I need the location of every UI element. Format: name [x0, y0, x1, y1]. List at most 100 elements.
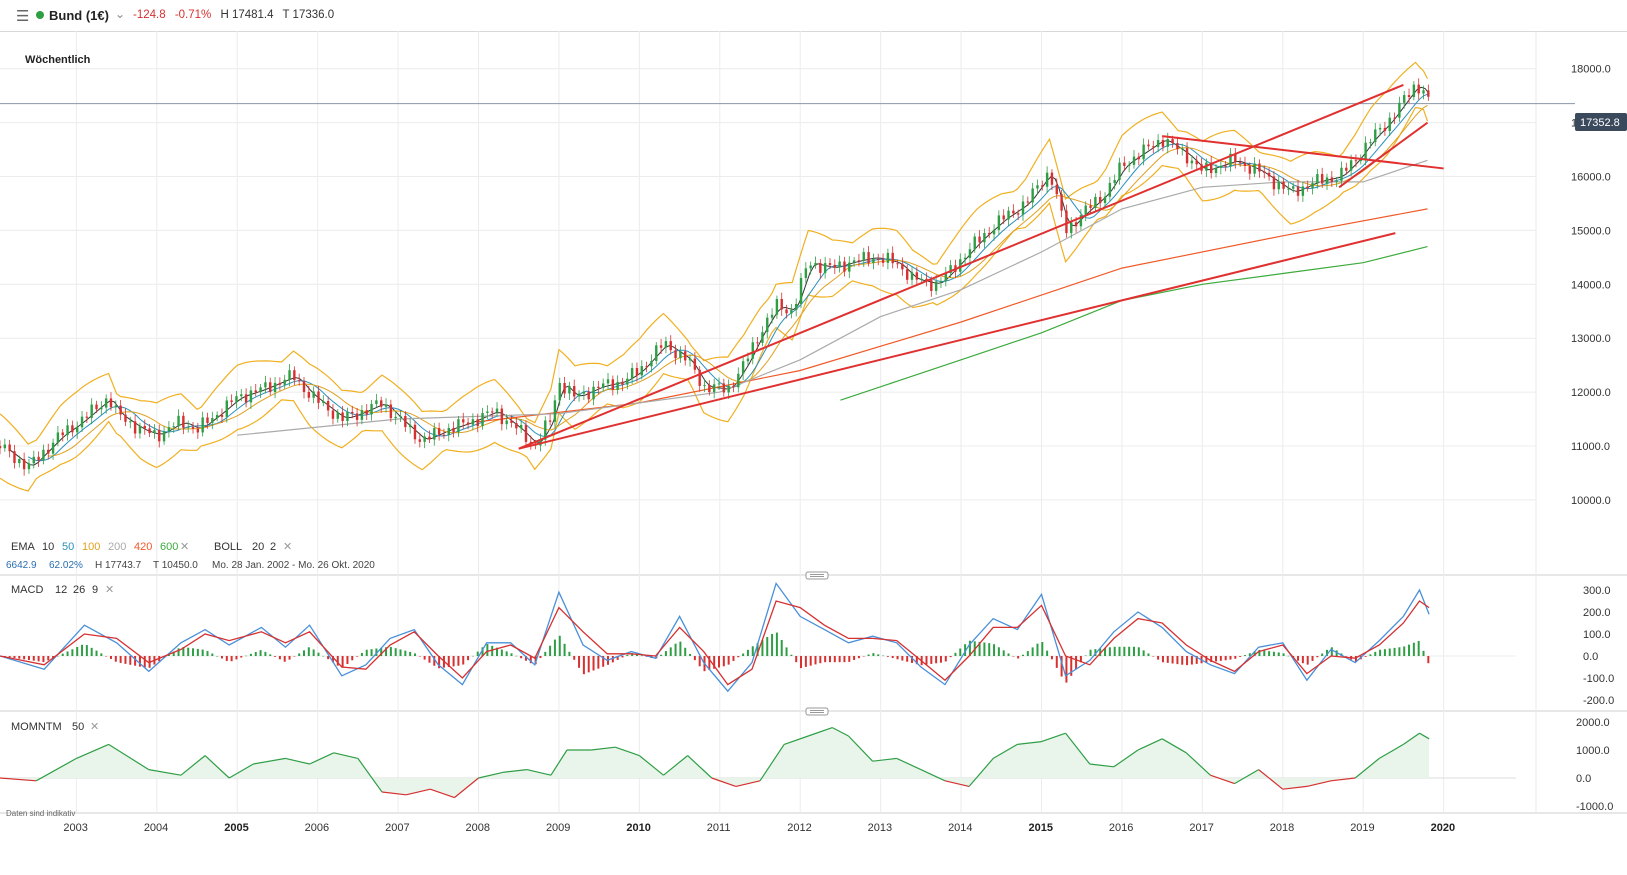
- candle-body[interactable]: [1427, 90, 1430, 97]
- candle-body[interactable]: [1393, 117, 1396, 119]
- candle-body[interactable]: [351, 411, 354, 414]
- candle-body[interactable]: [490, 411, 494, 413]
- candle-body[interactable]: [1171, 139, 1174, 144]
- candle-body[interactable]: [61, 432, 64, 436]
- candle-body[interactable]: [500, 408, 504, 425]
- candle-body[interactable]: [934, 281, 938, 291]
- candle-body[interactable]: [553, 400, 557, 422]
- candle-body[interactable]: [1219, 165, 1223, 168]
- momentum-legend[interactable]: MOMNTM 50 ✕: [11, 721, 99, 733]
- candle-body[interactable]: [47, 449, 50, 454]
- candle-body[interactable]: [220, 414, 224, 417]
- candle-body[interactable]: [114, 405, 118, 408]
- candle-body[interactable]: [737, 373, 740, 388]
- candle-body[interactable]: [915, 272, 919, 280]
- candle-body[interactable]: [1209, 162, 1213, 174]
- candle-body[interactable]: [365, 410, 368, 415]
- candle-body[interactable]: [42, 449, 45, 461]
- candle-body[interactable]: [751, 342, 754, 359]
- candle-body[interactable]: [1041, 185, 1044, 187]
- candle-body[interactable]: [13, 451, 16, 464]
- candle-body[interactable]: [785, 309, 788, 314]
- ema-remove-icon[interactable]: ✕: [180, 541, 189, 553]
- candle-body[interactable]: [225, 400, 228, 417]
- candle-body[interactable]: [544, 420, 547, 440]
- candle-body[interactable]: [1118, 162, 1121, 180]
- candle-body[interactable]: [611, 379, 615, 390]
- candle-body[interactable]: [244, 394, 248, 403]
- candle-body[interactable]: [148, 428, 151, 434]
- ema-boll-legend[interactable]: EMA 10 50 100 200 420 600 ✕ BOLL 20 2 ✕ …: [6, 541, 375, 571]
- candle-body[interactable]: [939, 281, 943, 283]
- candle-body[interactable]: [577, 393, 581, 397]
- candle-body[interactable]: [973, 236, 976, 250]
- candle-body[interactable]: [172, 426, 175, 428]
- candle-body[interactable]: [481, 412, 484, 426]
- candle-body[interactable]: [1132, 156, 1136, 165]
- candle-body[interactable]: [346, 411, 349, 422]
- candle-body[interactable]: [529, 441, 533, 444]
- candle-body[interactable]: [558, 383, 561, 401]
- candle-body[interactable]: [297, 380, 301, 382]
- candle-body[interactable]: [486, 411, 489, 413]
- candle-body[interactable]: [688, 358, 692, 361]
- candle-body[interactable]: [37, 456, 40, 461]
- candle-body[interactable]: [100, 407, 103, 410]
- candle-body[interactable]: [133, 421, 137, 434]
- candle-body[interactable]: [1007, 210, 1010, 220]
- candle-body[interactable]: [71, 425, 74, 433]
- candle-body[interactable]: [186, 426, 190, 428]
- candle-body[interactable]: [910, 272, 914, 280]
- momentum-panel[interactable]: 2000.0 1000.0 0.0 -1000.0: [0, 717, 1613, 813]
- candle-body[interactable]: [399, 416, 402, 418]
- pane-resize-handle-macd[interactable]: [805, 571, 829, 580]
- candle-body[interactable]: [1335, 180, 1338, 183]
- candle-body[interactable]: [519, 424, 523, 429]
- candle-body[interactable]: [1031, 188, 1034, 203]
- candle-body[interactable]: [1142, 144, 1145, 160]
- candle-body[interactable]: [1306, 186, 1309, 189]
- trendline[interactable]: [518, 232, 1396, 450]
- candle-body[interactable]: [886, 252, 890, 263]
- candle-body[interactable]: [1123, 162, 1126, 166]
- candle-body[interactable]: [1176, 143, 1179, 150]
- candle-body[interactable]: [823, 263, 827, 273]
- candle-body[interactable]: [664, 341, 668, 348]
- candle-body[interactable]: [90, 404, 93, 418]
- candle-body[interactable]: [896, 263, 899, 265]
- momentum-remove-icon[interactable]: ✕: [90, 721, 99, 733]
- candle-body[interactable]: [326, 401, 330, 411]
- candle-body[interactable]: [804, 268, 808, 279]
- candle-body[interactable]: [1016, 213, 1020, 215]
- candle-body[interactable]: [380, 400, 383, 407]
- candle-body[interactable]: [901, 263, 904, 270]
- candle-body[interactable]: [872, 258, 875, 264]
- candle-body[interactable]: [761, 332, 764, 343]
- candle-body[interactable]: [1103, 196, 1107, 203]
- candle-body[interactable]: [766, 317, 769, 333]
- candle-body[interactable]: [235, 396, 238, 402]
- chart-canvas[interactable]: 10000.0 11000.0 12000.0 13000.0 14000.0 15000…: [0, 31, 1627, 875]
- candle-body[interactable]: [355, 413, 359, 420]
- candle-body[interactable]: [109, 398, 113, 408]
- candle-body[interactable]: [852, 260, 856, 263]
- candle-body[interactable]: [626, 378, 629, 385]
- candle-body[interactable]: [650, 360, 653, 367]
- candle-body[interactable]: [1267, 172, 1271, 177]
- candle-body[interactable]: [563, 383, 566, 394]
- candle-body[interactable]: [1185, 148, 1189, 164]
- candle-body[interactable]: [1263, 171, 1266, 173]
- candle-body[interactable]: [1190, 160, 1194, 164]
- candle-body[interactable]: [211, 418, 214, 423]
- candle-body[interactable]: [1359, 159, 1362, 162]
- candle-body[interactable]: [22, 459, 26, 470]
- candle-body[interactable]: [1407, 95, 1411, 97]
- candle-body[interactable]: [881, 259, 885, 263]
- candle-body[interactable]: [640, 366, 643, 376]
- candle-body[interactable]: [795, 304, 798, 310]
- candle-body[interactable]: [582, 391, 586, 394]
- candle-body[interactable]: [1229, 153, 1232, 167]
- candle-body[interactable]: [746, 358, 750, 362]
- candle-body[interactable]: [302, 380, 306, 393]
- candle-body[interactable]: [775, 298, 779, 315]
